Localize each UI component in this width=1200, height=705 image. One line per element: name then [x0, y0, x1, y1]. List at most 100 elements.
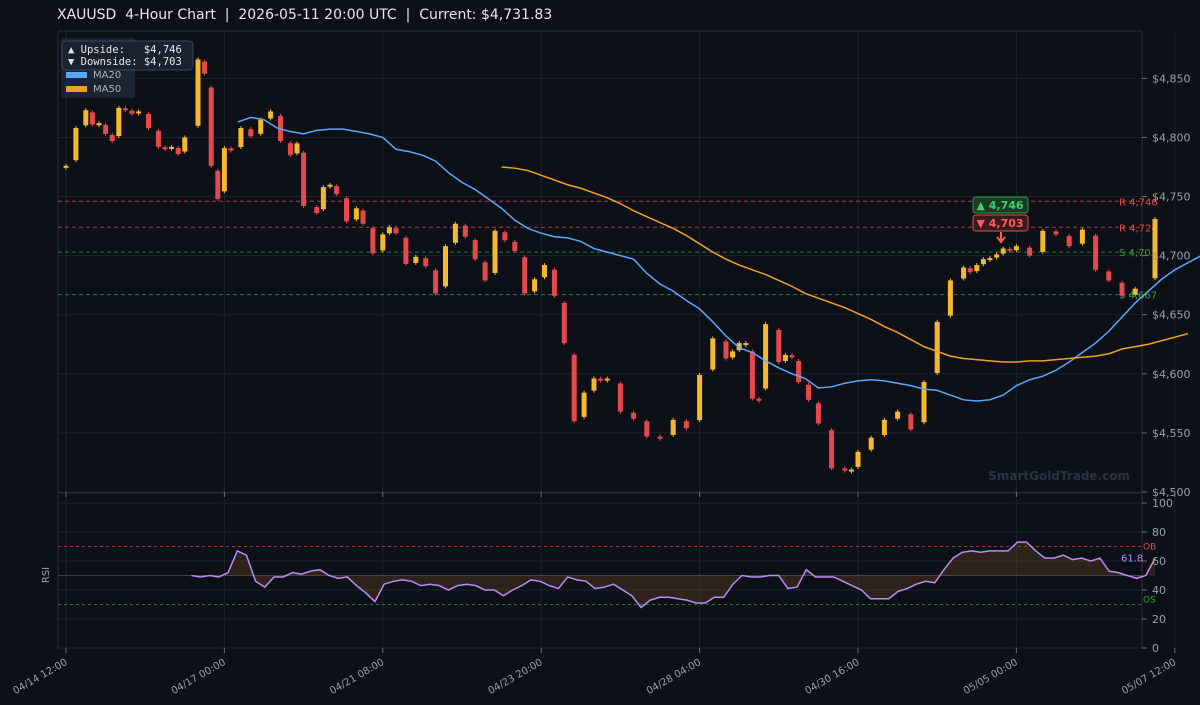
x-tick-label: 05/07 12:00: [1120, 657, 1178, 697]
candle: [360, 210, 366, 224]
levels-layer: R 4,746 R 4,724 S 4,703 S 4,667: [58, 197, 1158, 302]
candle: [980, 259, 986, 265]
candle: [301, 152, 307, 206]
price-panel: [57, 30, 1143, 493]
rsi-tick-label: 60: [1152, 555, 1166, 568]
candle: [136, 111, 142, 114]
candle: [287, 143, 293, 156]
rsi-ob-label: OB: [1143, 543, 1156, 553]
candle: [344, 198, 349, 222]
rsi-layer: 61.8OB OS: [58, 541, 1156, 609]
candle: [248, 129, 254, 137]
candle: [1132, 288, 1138, 295]
candle: [268, 111, 274, 119]
candle: [815, 403, 821, 424]
candle: [961, 267, 967, 279]
upside-target: ▲ Upside: $4,746: [68, 44, 182, 56]
candle: [921, 382, 927, 423]
candle: [743, 343, 749, 346]
candle: [631, 412, 637, 419]
candle: [730, 351, 736, 358]
candle: [122, 108, 128, 111]
candle: [848, 469, 854, 472]
candle: [855, 451, 861, 467]
moving-averages-layer: [237, 116, 1200, 402]
rsi-tick-label: 80: [1152, 526, 1166, 539]
candle: [987, 258, 993, 260]
candle: [522, 257, 528, 294]
legend-swatch-ma50: [66, 86, 87, 92]
candle: [83, 110, 89, 126]
candle: [1093, 235, 1099, 270]
candle: [895, 411, 901, 419]
rsi-tick-label: 20: [1152, 613, 1166, 626]
candle: [182, 137, 188, 152]
candle: [221, 148, 227, 192]
page-title: XAUUSD 4-Hour Chart | 2026-05-11 20:00 U…: [57, 7, 553, 23]
candle: [542, 265, 547, 278]
price-tick-label: $4,700: [1152, 250, 1191, 263]
candle: [294, 143, 300, 154]
candle: [657, 436, 663, 439]
level-label: S 4,667: [1119, 291, 1157, 302]
candle: [73, 128, 79, 161]
candle: [462, 225, 468, 237]
candle: [1053, 231, 1059, 235]
price-tick-label: $4,850: [1152, 72, 1191, 85]
rsi-panel: [57, 492, 1143, 649]
candle: [89, 112, 95, 125]
candle: [591, 378, 597, 391]
candles-layer: [63, 57, 1158, 474]
legend-label-ma50: MA50: [93, 84, 121, 95]
candle: [1119, 282, 1125, 296]
legend-label-ma20: MA20: [93, 70, 121, 81]
downside-target: ▼ Downside: $4,703: [68, 56, 182, 68]
candle: [1000, 248, 1006, 254]
watermark: SmartGoldTrade.com: [988, 469, 1130, 483]
candle: [604, 378, 610, 381]
targets-box: ▲ Upside: $4,746 ▼ Downside: $4,703: [61, 40, 194, 71]
candle: [1027, 247, 1033, 256]
candle: [146, 113, 151, 128]
x-tick-label: 04/17 00:00: [170, 657, 228, 697]
candle: [334, 186, 340, 195]
candle: [175, 147, 181, 154]
candle: [670, 419, 676, 435]
price-tick-label: $4,800: [1152, 131, 1191, 144]
candle: [796, 360, 802, 383]
candle: [551, 269, 557, 296]
candle: [571, 354, 577, 422]
candle: [195, 59, 201, 126]
candle: [452, 223, 458, 243]
candle: [1013, 246, 1019, 251]
candle: [129, 110, 135, 114]
candle: [386, 227, 392, 234]
candle: [443, 246, 448, 287]
price-tick-label: $4,550: [1152, 427, 1191, 440]
legend-swatch-ma20: [66, 72, 87, 78]
candle: [994, 254, 1000, 258]
candle: [723, 341, 729, 359]
candle: [228, 148, 234, 151]
candle: [393, 228, 399, 234]
price-tick-label: $4,650: [1152, 309, 1191, 322]
rsi-tick-label: 0: [1152, 642, 1159, 655]
badges: ▲ 4,746 ▼ 4,703: [972, 196, 1029, 244]
rsi-tick-label: 40: [1152, 584, 1166, 597]
rsi-fill: [191, 542, 1155, 608]
x-tick-label: 04/21 08:00: [328, 657, 386, 697]
candle: [763, 324, 769, 389]
candle: [934, 321, 940, 374]
candle: [423, 258, 429, 267]
candle: [749, 351, 755, 399]
candle: [842, 468, 848, 471]
candle: [109, 134, 115, 141]
price-tick-label: $4,600: [1152, 368, 1191, 381]
rsi-os-label: OS: [1143, 596, 1156, 606]
candle: [1152, 219, 1158, 279]
candle: [947, 280, 953, 316]
candle: [1040, 230, 1046, 252]
candle: [881, 419, 887, 435]
candle: [403, 237, 409, 264]
